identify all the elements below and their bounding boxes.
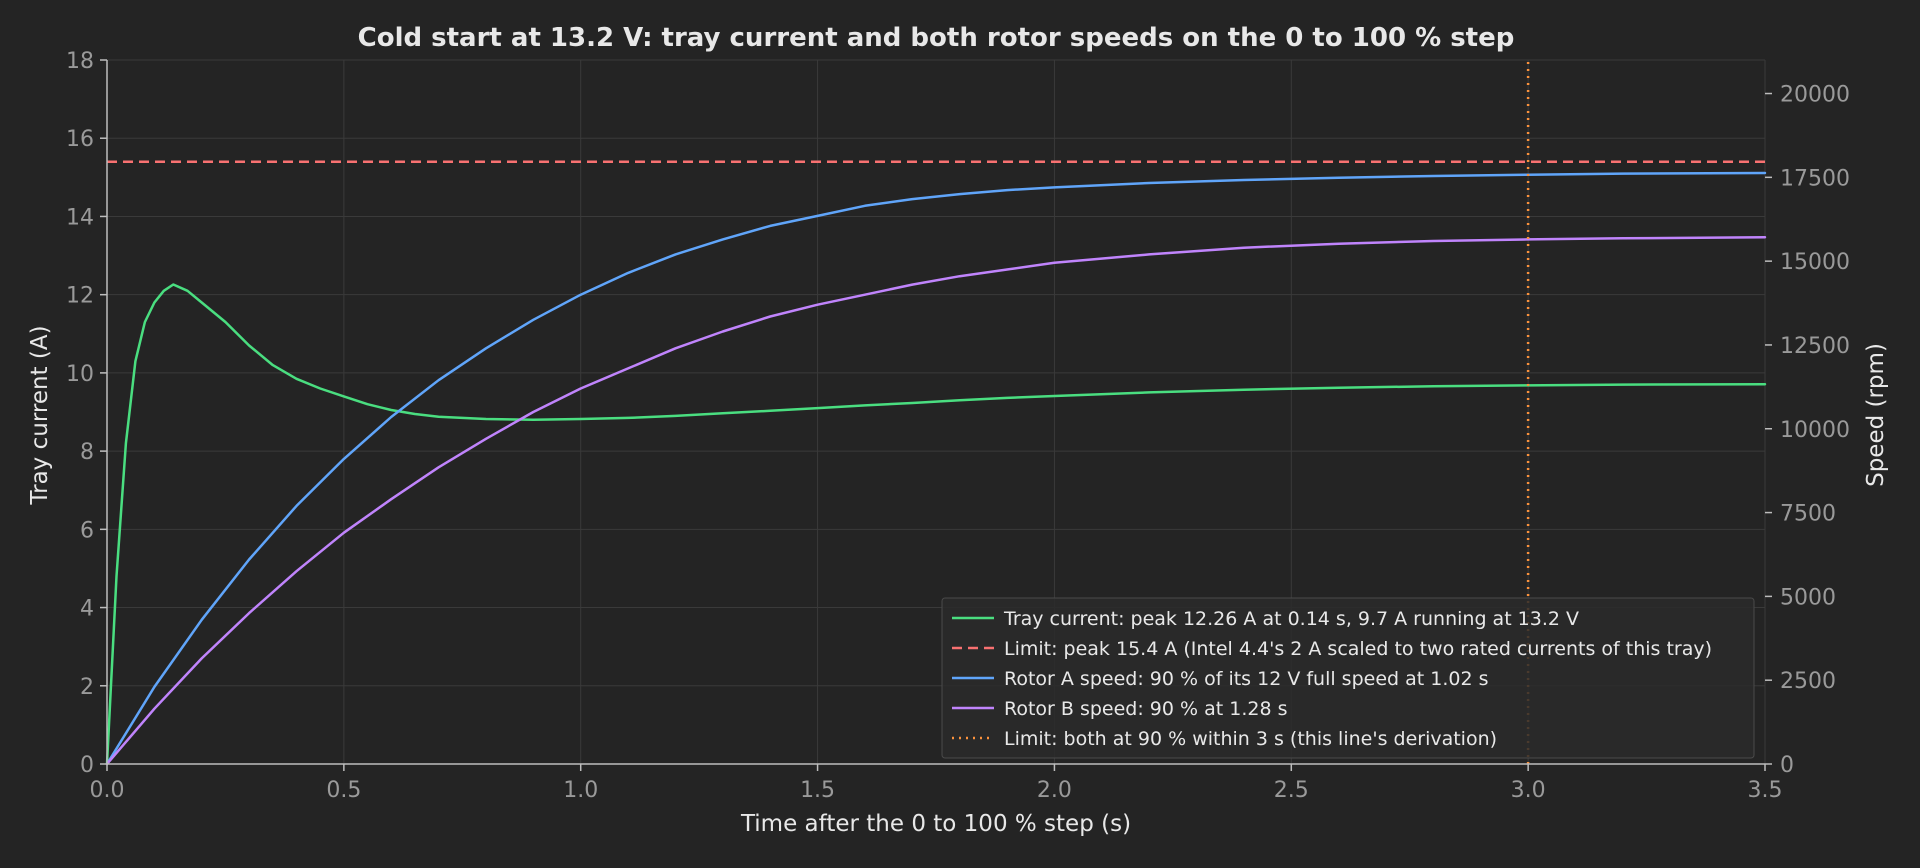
y2-tick-label: 2500	[1780, 669, 1836, 694]
y2-tick-label: 5000	[1780, 585, 1836, 610]
y-tick-label: 10	[66, 362, 94, 387]
y-tick-label: 6	[80, 518, 94, 543]
x-tick-label: 1.0	[563, 778, 598, 803]
legend: Tray current: peak 12.26 A at 0.14 s, 9.…	[941, 597, 1755, 759]
y2-tick-label: 20000	[1780, 83, 1850, 108]
y-tick-label: 12	[66, 284, 94, 309]
chart-title: Cold start at 13.2 V: tray current and b…	[358, 23, 1515, 53]
x-tick-label: 2.5	[1274, 778, 1309, 803]
x-tick-label: 1.5	[800, 778, 835, 803]
y2-axis-label: Speed (rpm)	[1863, 343, 1889, 487]
x-tick-label: 2.0	[1037, 778, 1072, 803]
x-tick-label: 0.5	[326, 778, 361, 803]
x-tick-label: 3.5	[1748, 778, 1783, 803]
y2-tick-label: 12500	[1780, 334, 1850, 359]
legend-box	[941, 597, 1755, 759]
x-tick-label: 0.0	[90, 778, 125, 803]
y-axis-label: Tray current (A)	[27, 325, 53, 505]
legend-label: Limit: peak 15.4 A (Intel 4.4's 2 A scal…	[1004, 638, 1712, 660]
y-tick-label: 0	[80, 753, 94, 778]
x-tick-label: 3.0	[1511, 778, 1546, 803]
axes: 0.0 0.5 1.0 1.5 2.0 2.5 3.0 3.50246810121416180…	[66, 49, 1850, 803]
y-tick-label: 4	[80, 597, 94, 622]
series-line-3	[105, 236, 1767, 766]
y-tick-label: 18	[66, 49, 94, 74]
series-line-2	[105, 171, 1767, 766]
y2-tick-label: 0	[1780, 753, 1794, 778]
series-line-0	[105, 283, 1767, 766]
y-tick-label: 8	[80, 440, 94, 465]
y-tick-label: 14	[66, 205, 94, 230]
y2-tick-label: 17500	[1780, 166, 1850, 191]
legend-label: Tray current: peak 12.26 A at 0.14 s, 9.…	[1003, 608, 1579, 630]
x-axis-label: Time after the 0 to 100 % step (s)	[740, 811, 1131, 837]
series-lines	[105, 60, 1767, 766]
legend-label: Rotor B speed: 90 % at 1.28 s	[1004, 698, 1288, 720]
legend-label: Rotor A speed: 90 % of its 12 V full spe…	[1004, 668, 1489, 690]
legend-label: Limit: both at 90 % within 3 s (this lin…	[1004, 728, 1497, 750]
y2-tick-label: 7500	[1780, 502, 1836, 527]
y2-tick-label: 10000	[1780, 418, 1850, 443]
y2-tick-label: 15000	[1780, 250, 1850, 275]
y-tick-label: 2	[80, 675, 94, 700]
y-tick-label: 16	[66, 127, 94, 152]
